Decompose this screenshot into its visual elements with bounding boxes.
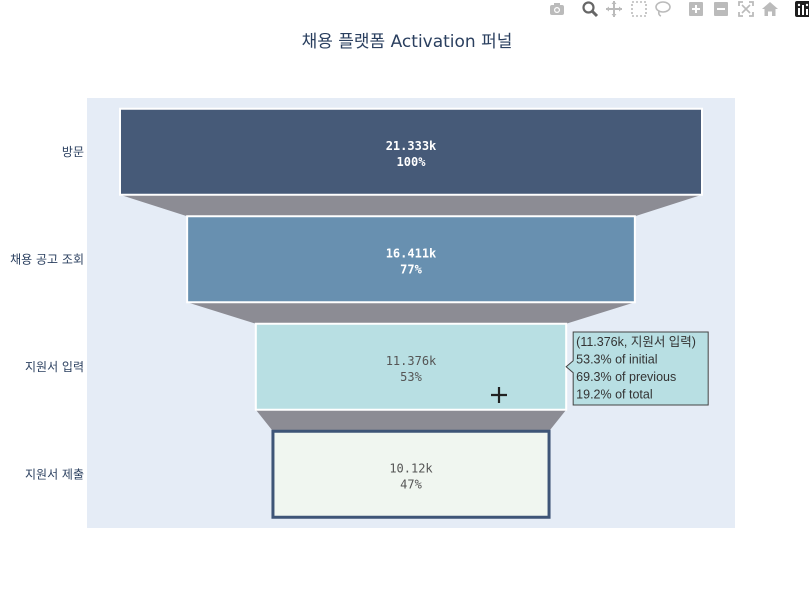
y-tick-label: 지원서 입력 (25, 360, 84, 374)
hover-tooltip (565, 331, 709, 406)
y-tick-label: 지원서 제출 (25, 467, 84, 481)
hover-tooltip-line: 19.2% of total (576, 388, 652, 402)
y-tick-label: 방문 (62, 145, 84, 159)
funnel-connector (187, 302, 635, 324)
lasso-icon[interactable] (654, 0, 672, 18)
autoscale-icon[interactable] (737, 0, 755, 18)
camera-icon[interactable] (548, 0, 566, 18)
bar-value-label: 16.411k (386, 246, 437, 260)
bar-percent-label: 100% (397, 155, 427, 169)
hover-tooltip-line: (11.376k, 지원서 입력) (576, 335, 696, 349)
funnel-bar[interactable] (186, 215, 636, 304)
crosshair-cursor-icon (491, 387, 507, 403)
bar-percent-label: 47% (400, 477, 422, 491)
zoom-out-icon[interactable] (712, 0, 730, 18)
box-select-icon[interactable] (630, 0, 648, 18)
funnel-bar[interactable] (254, 322, 568, 411)
funnel-connector (255, 409, 567, 432)
reset-axes-icon[interactable] (761, 0, 779, 18)
pan-icon[interactable] (605, 0, 623, 18)
zoom-icon[interactable] (581, 0, 599, 18)
plotly-logo-icon[interactable] (794, 0, 809, 18)
funnel-bar[interactable] (119, 107, 703, 196)
bar-value-label: 11.376k (386, 354, 437, 368)
bar-value-label: 10.12k (389, 461, 433, 475)
funnel-bar[interactable] (271, 429, 551, 519)
modebar (540, 0, 809, 18)
bar-percent-label: 77% (400, 262, 422, 276)
hover-tooltip-line: 69.3% of previous (576, 370, 676, 384)
hover-tooltip-line: 53.3% of initial (576, 353, 657, 367)
funnel-connector (120, 194, 702, 217)
chart-title: 채용 플랫폼 Activation 퍼널 (302, 32, 513, 52)
zoom-in-icon[interactable] (687, 0, 705, 18)
bar-percent-label: 53% (400, 370, 422, 384)
y-tick-label: 채용 공고 조회 (10, 252, 84, 266)
bar-value-label: 21.333k (386, 139, 437, 153)
